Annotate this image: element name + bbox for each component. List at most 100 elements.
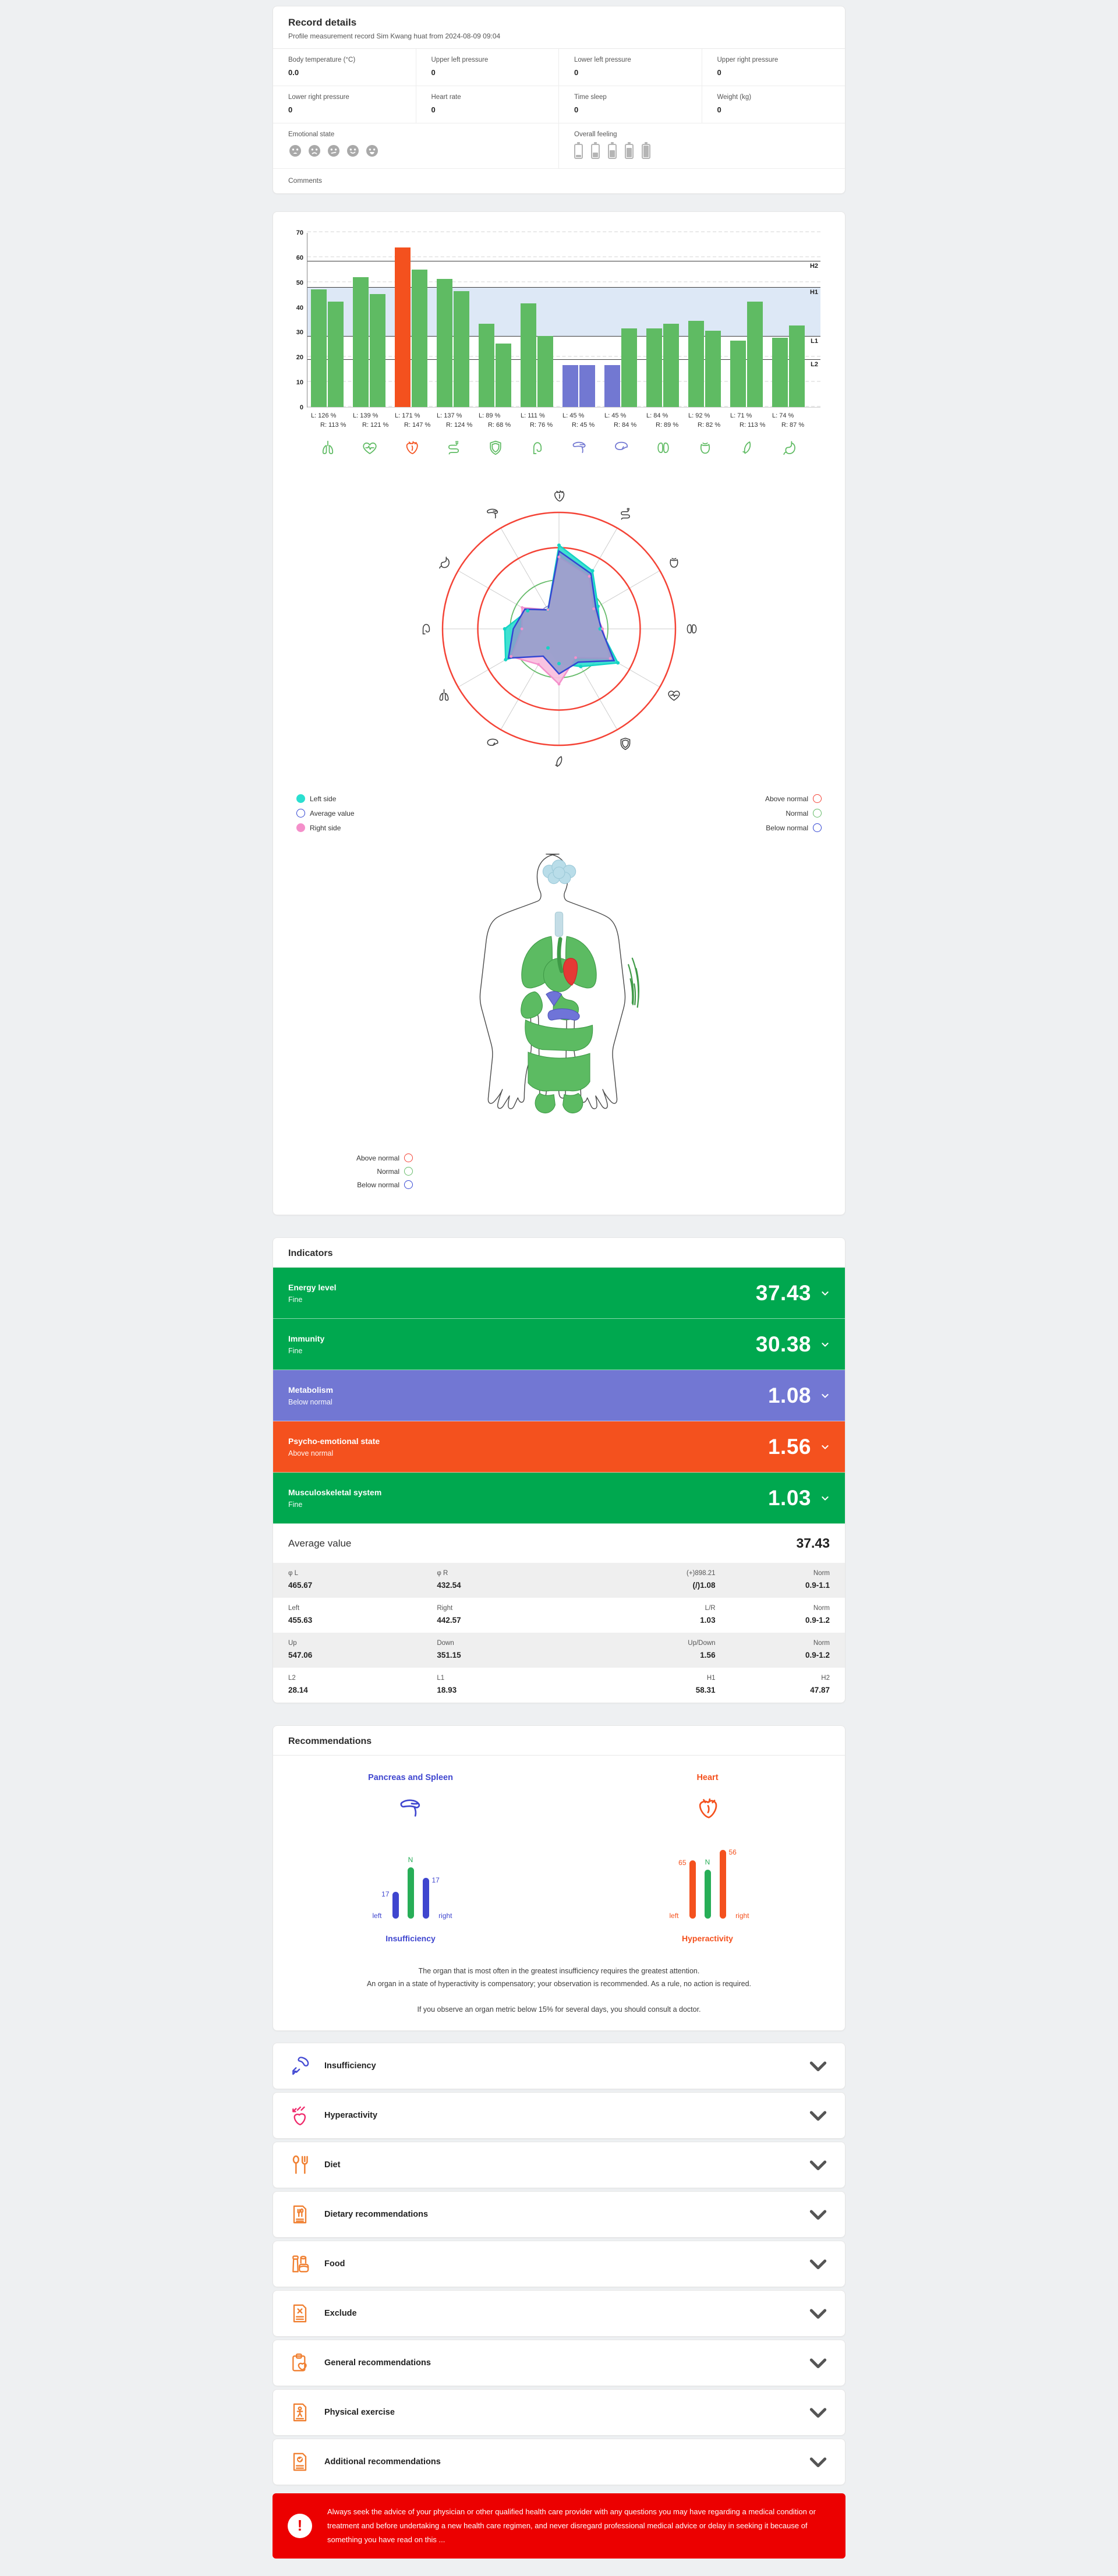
comments-row[interactable]: Comments [288, 176, 323, 185]
organ-recommendation-cards: Pancreas and Spleen left 17 N 17 right Ins… [291, 1773, 827, 1943]
radar-lungs-icon [439, 689, 449, 701]
radar-gallbladder-icon [555, 756, 562, 767]
chevron-down-icon[interactable] [820, 1494, 830, 1503]
indicator-row-metabolism[interactable]: Metabolism Below normal 1.08 [273, 1370, 845, 1421]
battery-level-icon[interactable] [608, 142, 617, 159]
cardio-icon [353, 439, 386, 457]
indicator-row-energy-level[interactable]: Energy level Fine 37.43 [273, 1268, 845, 1319]
acc-general-icon [288, 2351, 312, 2375]
record-field: Weight (kg) 0 [702, 86, 845, 123]
battery-level-icon[interactable] [574, 142, 583, 159]
chevron-down-icon[interactable] [806, 2450, 830, 2474]
organ-metric-bar: N [704, 1858, 711, 1919]
battery-level-icon[interactable] [642, 142, 650, 159]
organ-metric-bar: 17 [422, 1876, 440, 1919]
right-bar [789, 325, 805, 407]
radar-cardio-icon [668, 691, 680, 701]
average-value-label: Average value [288, 1537, 352, 1549]
pancreas-icon [397, 1795, 424, 1822]
indicator-rows: Energy level Fine 37.43 Immunity Fine 30.3… [273, 1268, 845, 1524]
blue-outline-swatch [813, 823, 822, 832]
acc-exclude-icon [288, 2302, 312, 2325]
chevron-down-icon[interactable] [820, 1442, 830, 1452]
accordion-exclude[interactable]: Exclude [273, 2290, 845, 2337]
table-row: φ L 465.67 φ R 432.54 (+)898.21 (/)1.08 Norm 0.… [273, 1563, 845, 1598]
legend-pink-filled: Right side [296, 823, 355, 832]
bar-chart-plot: H2 H1 L1 L2 [307, 231, 820, 408]
acc-insufficiency-icon [288, 2054, 312, 2078]
accordion-insufficiency[interactable]: Insufficiency [273, 2042, 845, 2089]
organ-card-heart: Heart left 65 N 56 right Hyperactivity [669, 1773, 749, 1943]
shield-icon [479, 439, 512, 457]
note-line-1: The organ that is most often in the grea… [418, 1967, 700, 1975]
organ-metric-bar: 65 [678, 1859, 696, 1919]
stomach-icon [772, 439, 805, 457]
chevron-down-icon[interactable] [820, 1391, 830, 1400]
chevron-down-icon[interactable] [806, 2302, 830, 2325]
indicator-row-musculoskeletal-system[interactable]: Musculoskeletal system Fine 1.03 [273, 1473, 845, 1524]
accordion-physical-exercise[interactable]: Physical exercise [273, 2389, 845, 2436]
accordion-dietary-recommendations[interactable]: Dietary recommendations [273, 2191, 845, 2238]
bar-group-colon [521, 233, 554, 407]
left-bar [353, 277, 369, 407]
radar-average-polygon [507, 550, 615, 675]
emotion-confused-icon[interactable] [327, 144, 341, 158]
recommendations-title: Recommendations [273, 1726, 845, 1756]
exclamation-icon: ! [288, 2513, 312, 2538]
chevron-down-icon[interactable] [806, 2252, 830, 2276]
cyan-filled-swatch [296, 794, 305, 803]
bar-group-lungs [311, 233, 344, 407]
left-bar [479, 324, 494, 407]
legend-green-outline: Normal [765, 809, 822, 818]
emotion-sad-icon[interactable] [307, 144, 321, 158]
chevron-down-icon[interactable] [806, 2054, 830, 2078]
recommendations-card: Recommendations Pancreas and Spleen left… [273, 1725, 845, 2031]
chevron-down-icon[interactable] [806, 2351, 830, 2375]
accordion-diet[interactable]: Diet [273, 2141, 845, 2188]
radar-pancreas-icon [487, 508, 498, 519]
chevron-down-icon[interactable] [806, 2153, 830, 2177]
emotional-faces [288, 144, 543, 158]
indicator-row-psycho-emotional-state[interactable]: Psycho-emotional state Above normal 1.56 [273, 1421, 845, 1473]
note-line-3: If you observe an organ metric below 15%… [417, 2005, 701, 2014]
chevron-down-icon[interactable] [806, 2104, 830, 2127]
red-outline-swatch [404, 1153, 413, 1162]
accordion-additional-recommendations[interactable]: Additional recommendations [273, 2438, 845, 2485]
acc-additional-icon [288, 2450, 312, 2474]
radar-bladder-icon [670, 558, 678, 568]
chevron-down-icon[interactable] [820, 1340, 830, 1349]
acc-diet-icon [288, 2153, 312, 2177]
bar-group-gallbladder [730, 233, 763, 407]
green-outline-swatch [404, 1167, 413, 1176]
accordion-food[interactable]: Food [273, 2240, 845, 2287]
bar-group-intestine [437, 233, 470, 407]
radar-kidneys-icon [687, 624, 697, 634]
indicators-card: Indicators Energy level Fine 37.43 Immuni… [273, 1237, 845, 1703]
record-field: Upper left pressure 0 [416, 49, 559, 86]
battery-level-icon[interactable] [591, 142, 600, 159]
body-diagram [479, 854, 640, 1114]
accordion-hyperactivity[interactable]: Hyperactivity [273, 2092, 845, 2139]
chevron-down-icon[interactable] [806, 2401, 830, 2424]
overall-feeling-cell: Overall feeling [559, 123, 845, 168]
emotion-very-sad-icon[interactable] [288, 144, 302, 158]
recommendation-accordions: Insufficiency Hyperactivity Diet Dietary… [273, 2042, 845, 2485]
legend-blue-outline: Below normal [765, 823, 822, 832]
radar-series-legend: Left side Average value Right side [296, 794, 355, 838]
bar-group-liver [604, 233, 638, 407]
right-bar [579, 365, 595, 407]
emotion-smile-icon[interactable] [346, 144, 360, 158]
chevron-down-icon[interactable] [820, 1289, 830, 1298]
table-row: L2 28.14 L1 18.93 H1 58.31 H2 47.87 [288, 1675, 830, 1694]
lungs-icon [311, 439, 344, 457]
indicator-row-immunity[interactable]: Immunity Fine 30.38 [273, 1319, 845, 1370]
accordion-general-recommendations[interactable]: General recommendations [273, 2339, 845, 2386]
bar-chart-y-axis: 0 10 20 30 40 50 60 70 [296, 229, 303, 411]
battery-level-icon[interactable] [625, 142, 634, 159]
emotion-happy-icon[interactable] [365, 144, 379, 158]
medical-disclaimer-banner: ! Always seek the advice of your physici… [273, 2493, 845, 2559]
chevron-down-icon[interactable] [806, 2203, 830, 2226]
bar-group-heart [395, 233, 428, 407]
bar-chart-labels: L: 126 % R: 113 % L: 139 % R: 121 % L: 171 %… [311, 412, 827, 429]
right-bar [496, 343, 511, 407]
